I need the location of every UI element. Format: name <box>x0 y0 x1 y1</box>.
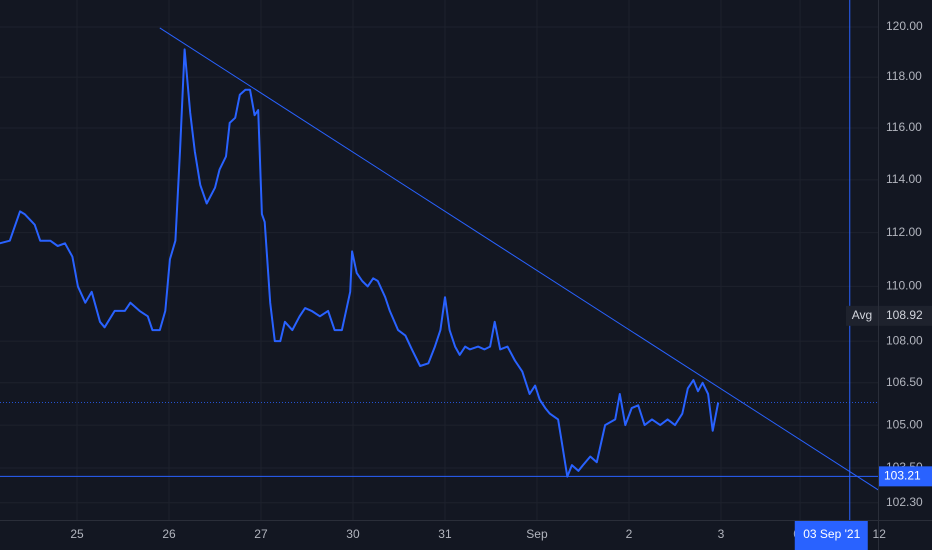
y-tick-label: 118.00 <box>886 69 922 83</box>
y-tick-label: 116.00 <box>886 120 922 134</box>
y-tick-label: 106.50 <box>886 375 923 389</box>
trendline <box>159 27 879 491</box>
y-tick-label: 112.00 <box>886 225 922 239</box>
y-tick-label: 108.00 <box>886 333 923 347</box>
avg-label: Avg <box>852 308 872 322</box>
x-tick-label: 3 <box>718 527 725 541</box>
x-tick-label: 27 <box>254 527 268 541</box>
y-tick-label: 120.00 <box>886 19 923 33</box>
price-line <box>0 48 720 478</box>
x-tick-label: Sep <box>526 527 548 541</box>
plot <box>0 27 879 491</box>
x-tick-label: 12 <box>873 527 887 541</box>
x-tick-label: 2 <box>626 527 633 541</box>
avg-value: 108.92 <box>886 308 923 322</box>
crosshair-x-badge <box>794 521 868 550</box>
crosshair-x-label: 03 Sep '21 <box>803 527 860 541</box>
y-tick-label: 105.00 <box>886 417 923 431</box>
y-tick-label: 110.00 <box>886 279 922 293</box>
y-tick-label: 102.30 <box>886 495 923 509</box>
avg-value-badge <box>879 305 932 326</box>
x-tick-label: 30 <box>346 527 360 541</box>
avg-badge <box>846 305 878 326</box>
x-tick-label: 25 <box>70 527 84 541</box>
x-tick-label: 31 <box>438 527 452 541</box>
crosshair-y-badge <box>879 466 932 487</box>
crosshair-y-label: 103.21 <box>884 469 921 483</box>
x-tick-label: 26 <box>162 527 176 541</box>
y-tick-label: 114.00 <box>886 172 922 186</box>
